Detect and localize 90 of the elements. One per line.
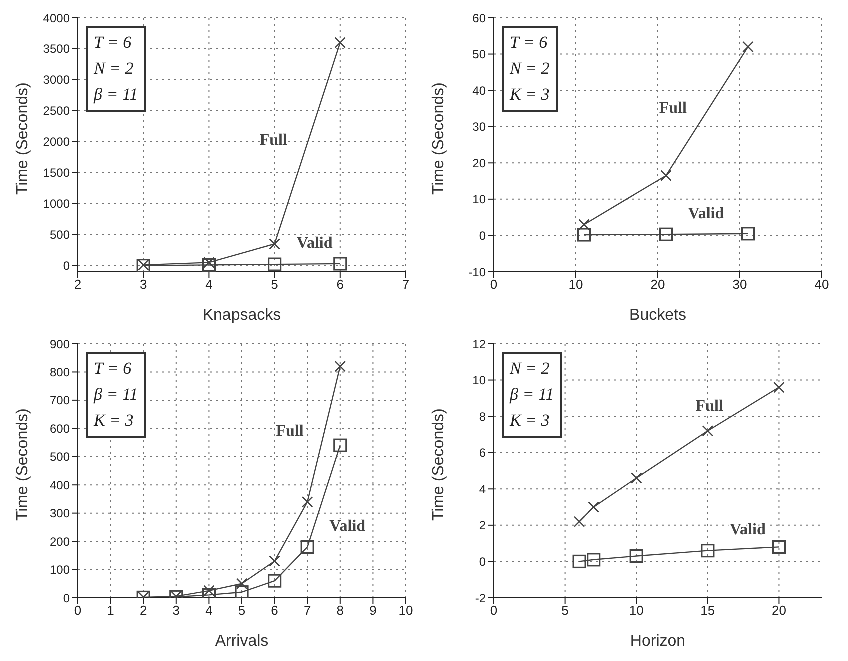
- x-tick-label: 2: [74, 277, 82, 292]
- y-axis-title: Time (Seconds): [430, 82, 448, 195]
- x-tick-label: 7: [402, 277, 410, 292]
- y-tick-label: 800: [50, 365, 70, 380]
- series-label: Full: [696, 398, 724, 415]
- x-tick-label: 5: [238, 603, 246, 618]
- annotation: β = 11: [94, 384, 138, 406]
- y-tick-label: 3500: [43, 42, 70, 56]
- series-label: Valid: [730, 522, 766, 539]
- x-tick-label: 4: [206, 277, 213, 292]
- y-tick-label: 300: [50, 506, 70, 521]
- y-tick-label: 100: [50, 563, 70, 578]
- y-tick-label: 20: [472, 156, 486, 170]
- y-tick-label: 50: [472, 48, 486, 62]
- series-label: Full: [659, 100, 688, 118]
- annotation: β = 11: [510, 384, 554, 406]
- y-tick-label: -10: [468, 265, 486, 280]
- annotation: N = 2: [510, 358, 551, 380]
- x-tick-label: 4: [206, 603, 213, 618]
- x-tick-label: 1: [107, 603, 114, 618]
- y-tick-label: 600: [50, 422, 70, 436]
- x-axis-title: Arrivals: [215, 633, 269, 650]
- x-tick-label: 6: [336, 277, 344, 292]
- y-tick-label: 4: [479, 482, 486, 496]
- x-tick-label: 10: [398, 603, 414, 618]
- y-tick-label: 200: [50, 534, 70, 549]
- x-tick-label: 0: [74, 603, 82, 618]
- y-tick-label: 0: [63, 591, 70, 606]
- x-tick-label: 5: [562, 603, 569, 618]
- annotation: T = 6: [94, 32, 133, 54]
- x-tick-label: 9: [370, 603, 377, 618]
- y-tick-label: 1000: [43, 197, 70, 212]
- x-tick-label: 20: [650, 277, 666, 292]
- y-tick-label: 1500: [43, 166, 70, 180]
- y-tick-label: 30: [472, 120, 486, 134]
- y-tick-label: 500: [50, 450, 70, 464]
- annotation: N = 2: [510, 58, 550, 80]
- series-label: Valid: [296, 235, 333, 252]
- x-tick-label: 40: [814, 277, 830, 292]
- series-label: Valid: [688, 205, 724, 222]
- y-tick-label: 0: [63, 259, 70, 274]
- y-tick-label: 2: [479, 518, 486, 533]
- x-axis-title: Horizon: [630, 633, 686, 650]
- annotation: K = 3: [94, 410, 135, 432]
- y-tick-label: 8: [479, 410, 486, 424]
- x-tick-label: 8: [336, 603, 344, 618]
- y-axis-title: Time (Seconds): [14, 82, 32, 195]
- x-axis-title: Knapsacks: [202, 307, 282, 324]
- x-tick-label: 20: [772, 603, 786, 618]
- y-tick-label: 12: [472, 337, 486, 352]
- annotation: T = 6: [510, 32, 549, 54]
- y-tick-label: 60: [472, 11, 486, 26]
- y-tick-label: 6: [479, 446, 486, 460]
- series-label: Valid: [330, 518, 366, 535]
- series-label: Full: [276, 422, 304, 440]
- y-tick-label: 400: [50, 478, 70, 492]
- y-axis-title: Time (Seconds): [430, 408, 448, 521]
- x-tick-label: 3: [172, 603, 180, 618]
- y-tick-label: 2500: [43, 104, 70, 118]
- x-axis-title: Buckets: [630, 307, 686, 324]
- x-tick-label: 5: [271, 277, 278, 292]
- y-tick-label: 4000: [43, 11, 70, 26]
- y-tick-label: 2000: [43, 135, 70, 150]
- annotation: K = 3: [510, 410, 551, 432]
- annotation: β = 11: [94, 84, 138, 106]
- y-tick-label: 900: [50, 337, 70, 352]
- y-tick-label: 500: [50, 228, 70, 242]
- x-tick-label: 30: [732, 277, 748, 292]
- y-axis-title: Time (Seconds): [14, 408, 32, 521]
- series-label: Full: [260, 132, 288, 150]
- y-tick-label: 10: [472, 374, 486, 388]
- x-tick-label: 7: [304, 603, 312, 618]
- y-tick-label: 10: [472, 192, 486, 207]
- y-tick-label: -2: [475, 591, 486, 606]
- y-tick-label: 0: [479, 554, 486, 569]
- x-tick-label: 15: [700, 603, 716, 618]
- y-tick-label: 700: [50, 394, 70, 408]
- y-tick-label: 40: [472, 84, 486, 98]
- x-tick-label: 2: [140, 603, 148, 618]
- x-tick-label: 10: [629, 603, 644, 618]
- x-tick-label: 0: [490, 277, 498, 292]
- annotation: T = 6: [94, 358, 133, 380]
- y-tick-label: 0: [479, 228, 486, 243]
- x-tick-label: 0: [490, 603, 498, 618]
- y-tick-label: 3000: [43, 73, 70, 88]
- x-tick-label: 3: [140, 277, 148, 292]
- x-tick-label: 10: [568, 277, 584, 292]
- annotation: N = 2: [94, 58, 135, 80]
- annotation: K = 3: [510, 84, 550, 106]
- x-tick-label: 6: [271, 603, 278, 618]
